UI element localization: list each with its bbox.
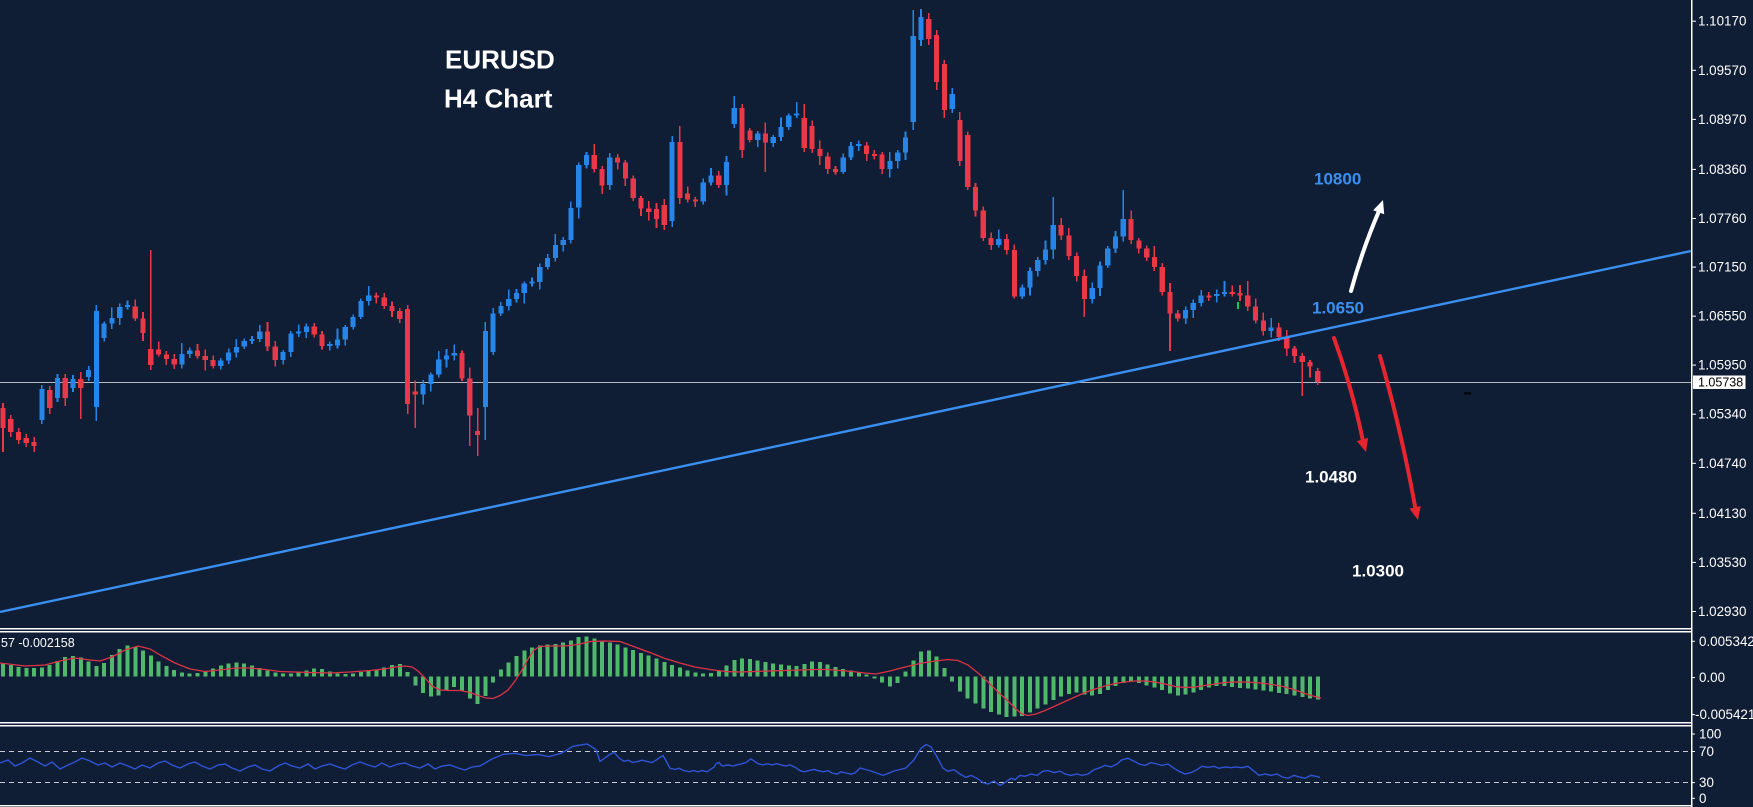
svg-text:EURUSD: EURUSD [445, 45, 555, 75]
svg-text:1.08360: 1.08360 [1698, 162, 1746, 177]
svg-text:0.00: 0.00 [1699, 670, 1725, 685]
svg-text:1.10170: 1.10170 [1698, 14, 1746, 29]
svg-text:1.05340: 1.05340 [1698, 407, 1746, 422]
svg-text:1.0480: 1.0480 [1305, 468, 1357, 487]
svg-text:1.0650: 1.0650 [1312, 299, 1364, 318]
svg-text:1.05950: 1.05950 [1698, 358, 1746, 373]
svg-text:1.07150: 1.07150 [1698, 260, 1746, 275]
svg-text:-0.005421: -0.005421 [1695, 707, 1753, 722]
svg-text:10800: 10800 [1314, 170, 1361, 189]
svg-text:57 -0.002158: 57 -0.002158 [1, 636, 75, 650]
svg-text:1.06550: 1.06550 [1698, 309, 1746, 324]
svg-text:1.08970: 1.08970 [1698, 112, 1746, 127]
svg-text:1.04130: 1.04130 [1698, 506, 1746, 521]
svg-text:30: 30 [1699, 775, 1714, 790]
svg-text:1.05738: 1.05738 [1698, 376, 1743, 390]
svg-text:H4 Chart: H4 Chart [444, 84, 553, 114]
svg-text:0: 0 [1699, 791, 1706, 806]
svg-text:70: 70 [1699, 744, 1714, 759]
svg-text:100: 100 [1699, 727, 1721, 742]
svg-text:1.02930: 1.02930 [1698, 604, 1746, 619]
svg-text:1.09570: 1.09570 [1698, 63, 1746, 78]
svg-text:1.03530: 1.03530 [1698, 555, 1746, 570]
svg-text:1.04740: 1.04740 [1698, 456, 1746, 471]
svg-text:1.07760: 1.07760 [1698, 211, 1746, 226]
svg-text:1.0300: 1.0300 [1352, 562, 1404, 581]
svg-text:0.005342: 0.005342 [1699, 634, 1753, 649]
